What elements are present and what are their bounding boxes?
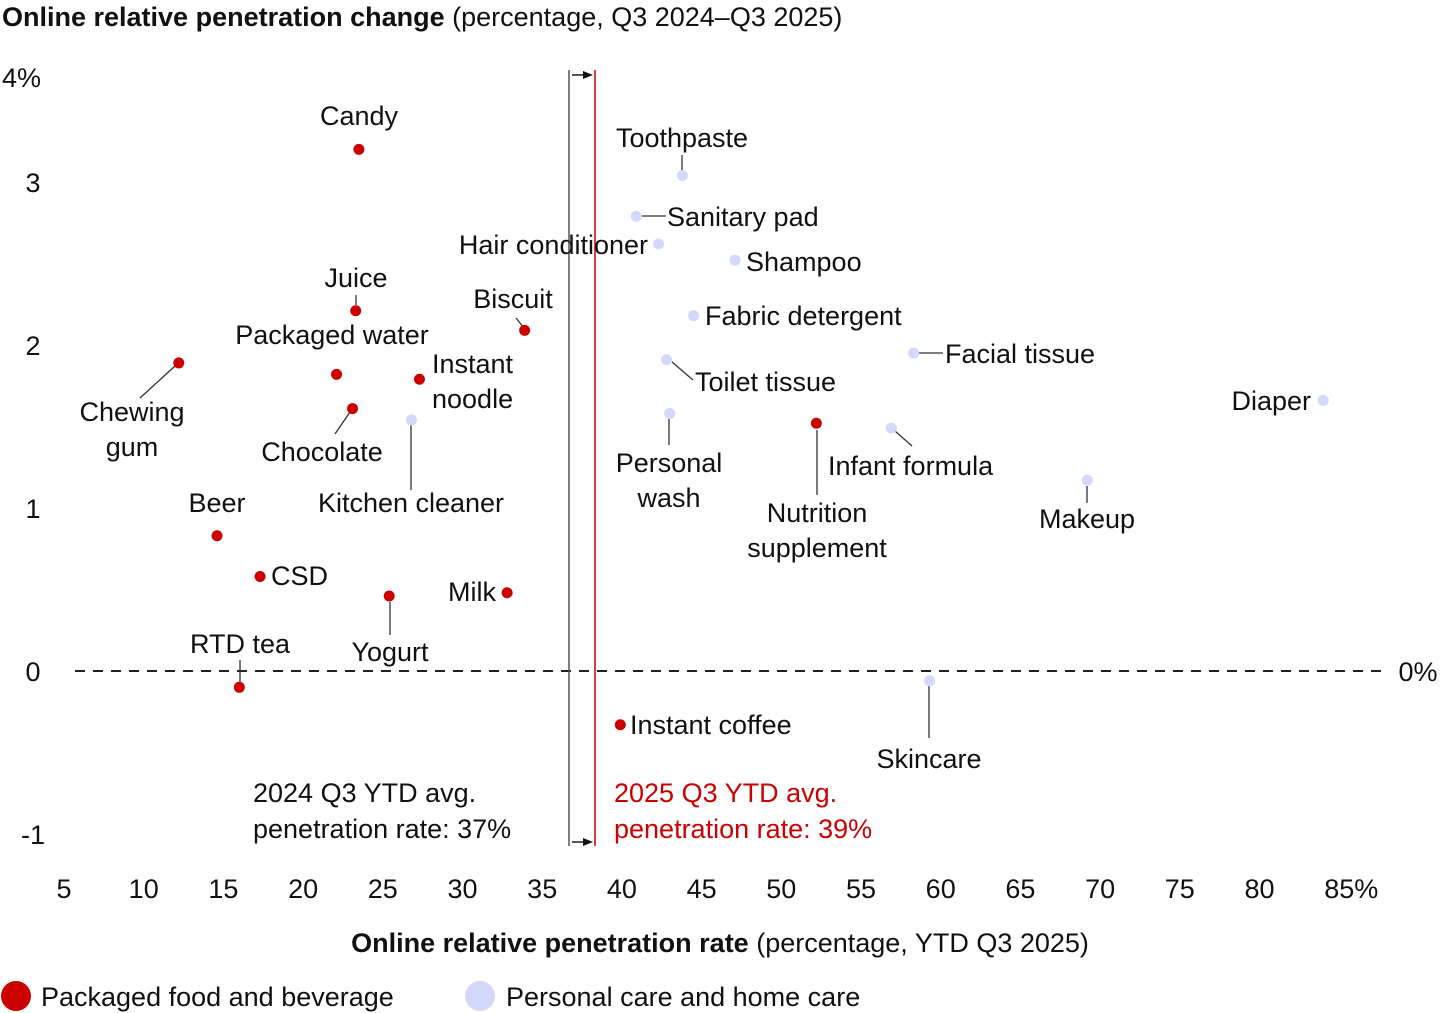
x-tick-label: 15 — [208, 874, 238, 904]
point-toilet-tissue[interactable] — [661, 354, 673, 366]
point-chewing-gum[interactable] — [173, 357, 185, 369]
point-label-biscuit: Biscuit — [473, 284, 553, 314]
point-label-toothpaste: Toothpaste — [616, 123, 748, 153]
point-juice[interactable] — [350, 305, 362, 317]
leader-line — [334, 411, 351, 435]
point-label-fabric-detergent: Fabric detergent — [705, 301, 902, 331]
point-label-instant-noodle: Instant noodle — [432, 349, 514, 414]
point-milk[interactable] — [501, 587, 513, 599]
point-beer[interactable] — [211, 530, 223, 542]
point-label-toilet-tissue: Toilet tissue — [695, 367, 836, 397]
legend-swatch-personal-care — [465, 981, 495, 1011]
point-personal-wash[interactable] — [664, 407, 676, 419]
point-csd[interactable] — [254, 570, 266, 582]
point-skincare[interactable] — [924, 675, 936, 687]
avg-2025-label: 2025 Q3 YTD avg. — [614, 778, 837, 808]
point-label-kitchen-cleaner: Kitchen cleaner — [318, 488, 504, 518]
avg-2025-label: penetration rate: 39% — [614, 814, 872, 844]
avg-2024-label: penetration rate: 37% — [253, 814, 511, 844]
y-tick-label: 3 — [25, 168, 40, 198]
arrow-head-icon — [583, 838, 593, 846]
x-tick-label: 80 — [1244, 874, 1274, 904]
point-shampoo[interactable] — [729, 254, 741, 266]
y-tick-label: 1 — [25, 494, 40, 524]
x-tick-label: 65 — [1005, 874, 1035, 904]
point-rtd-tea[interactable] — [233, 681, 245, 693]
point-nutrition-supplement[interactable] — [810, 417, 822, 429]
point-label-facial-tissue: Facial tissue — [945, 339, 1095, 369]
point-label-packaged-water: Packaged water — [235, 320, 429, 350]
x-tick-label: 10 — [129, 874, 159, 904]
x-tick-label: 75 — [1165, 874, 1195, 904]
x-axis-title: Online relative penetration rate (percen… — [351, 928, 1089, 958]
point-packaged-water[interactable] — [331, 368, 343, 380]
y-tick-label: 2 — [25, 331, 40, 361]
arrow-head-icon — [583, 71, 593, 79]
point-instant-noodle[interactable] — [413, 373, 425, 385]
point-candy[interactable] — [353, 143, 365, 155]
legend-label: Packaged food and beverage — [41, 982, 394, 1012]
point-yogurt[interactable] — [383, 590, 395, 602]
x-tick-label: 85% — [1324, 874, 1378, 904]
leader-line — [139, 365, 176, 399]
y-tick-label: -1 — [21, 820, 45, 850]
y-tick-label: 4% — [2, 63, 41, 93]
x-tick-label: 45 — [687, 874, 717, 904]
point-label-skincare: Skincare — [876, 744, 981, 774]
x-tick-label: 20 — [288, 874, 318, 904]
x-tick-label: 60 — [926, 874, 956, 904]
point-label-shampoo: Shampoo — [746, 247, 862, 277]
point-label-csd: CSD — [271, 561, 328, 591]
leader-line — [671, 361, 694, 381]
point-chocolate[interactable] — [347, 403, 359, 415]
point-sanitary-pad[interactable] — [630, 210, 642, 222]
x-tick-label: 50 — [766, 874, 796, 904]
x-tick-label: 40 — [607, 874, 637, 904]
point-label-candy: Candy — [320, 101, 399, 131]
point-label-diaper: Diaper — [1231, 386, 1311, 416]
point-fabric-detergent[interactable] — [688, 310, 700, 322]
point-label-makeup: Makeup — [1039, 504, 1135, 534]
x-tick-label: 5 — [56, 874, 71, 904]
point-hair-conditioner[interactable] — [653, 238, 665, 250]
point-label-rtd-tea: RTD tea — [190, 629, 291, 659]
point-label-yogurt: Yogurt — [351, 637, 429, 667]
leader-line — [894, 430, 913, 447]
point-makeup[interactable] — [1081, 474, 1093, 486]
point-label-sanitary-pad: Sanitary pad — [667, 202, 819, 232]
zero-line-label: 0% — [1398, 657, 1437, 687]
x-tick-label: 30 — [447, 874, 477, 904]
point-label-milk: Milk — [448, 577, 496, 607]
x-tick-label: 35 — [527, 874, 557, 904]
avg-2024-label: 2024 Q3 YTD avg. — [253, 778, 476, 808]
y-tick-label: 0 — [25, 657, 40, 687]
legend-swatch-packaged-food — [1, 981, 31, 1011]
chart-title: Online relative penetration change (perc… — [2, 2, 842, 32]
point-toothpaste[interactable] — [676, 169, 688, 181]
legend-label: Personal care and home care — [506, 982, 860, 1012]
x-tick-label: 55 — [846, 874, 876, 904]
point-label-personal-wash: Personal wash — [616, 448, 723, 513]
point-label-beer: Beer — [188, 488, 245, 518]
point-diaper[interactable] — [1317, 394, 1329, 406]
point-kitchen-cleaner[interactable] — [405, 414, 417, 426]
point-label-chocolate: Chocolate — [261, 437, 383, 467]
point-biscuit[interactable] — [519, 324, 531, 336]
x-tick-label: 70 — [1085, 874, 1115, 904]
point-label-instant-coffee: Instant coffee — [630, 710, 792, 740]
x-tick-label: 25 — [368, 874, 398, 904]
point-label-chewing-gum: Chewing gum — [79, 397, 184, 462]
point-label-nutrition-supplement: Nutrition supplement — [747, 498, 887, 563]
point-label-infant-formula: Infant formula — [828, 451, 994, 481]
point-facial-tissue[interactable] — [908, 347, 920, 359]
point-label-juice: Juice — [324, 263, 387, 293]
point-infant-formula[interactable] — [885, 422, 897, 434]
point-label-hair-conditioner: Hair conditioner — [459, 230, 648, 260]
point-instant-coffee[interactable] — [614, 719, 626, 731]
